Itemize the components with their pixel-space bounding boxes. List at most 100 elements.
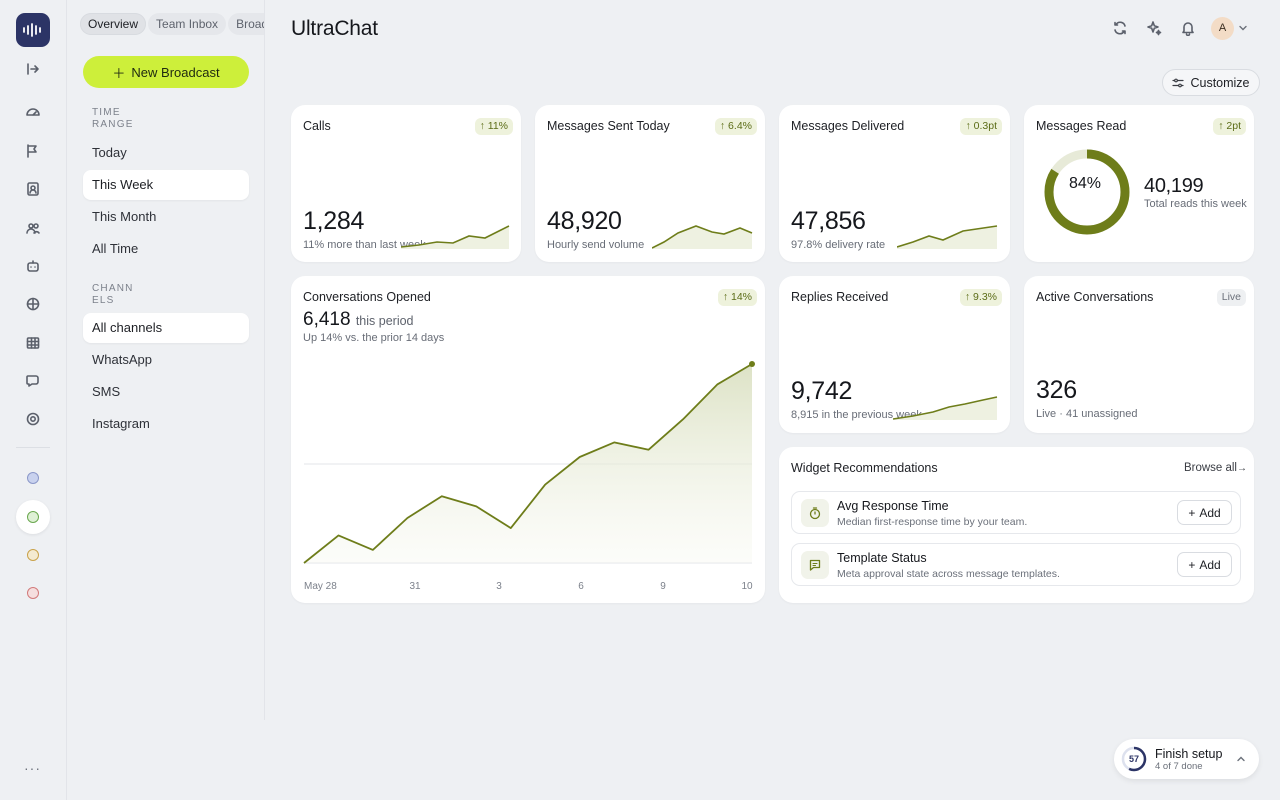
broadcast-icon[interactable]	[22, 140, 44, 162]
add-label: Add	[1199, 557, 1221, 572]
conversations-card[interactable]: Conversations Opened ↑ 14% 6,418 this pe…	[291, 276, 765, 603]
card-title: Active Conversations	[1036, 290, 1154, 304]
calls-card[interactable]: Calls ↑ 11% 1,284 11% more than last wee…	[291, 105, 521, 262]
widget-description: Meta approval state across message templ…	[837, 568, 1060, 580]
timer-icon	[801, 499, 829, 527]
widget-item: Template Status Meta approval state acro…	[791, 543, 1241, 586]
channel-whatsapp[interactable]: WhatsApp	[92, 352, 152, 367]
finish-setup-widget[interactable]: 57 Finish setup 4 of 7 done	[1114, 739, 1259, 779]
tab-broadcasts[interactable]: Broadcasts	[228, 13, 264, 35]
trend-badge: ↑ 0.3pt	[960, 118, 1002, 135]
delivered-sparkline	[897, 225, 998, 249]
chat-icon[interactable]	[22, 370, 44, 392]
metric-subtitle: Up 14% vs. the prior 14 days	[303, 332, 445, 344]
new-broadcast-label: New Broadcast	[131, 64, 220, 80]
team-icon[interactable]	[22, 217, 44, 239]
time-range-label: TIME RANGE	[92, 107, 134, 130]
dashboard-icon[interactable]	[22, 101, 44, 123]
time-range-this-week[interactable]: This Week	[83, 170, 249, 200]
setup-progress-number: 57	[1128, 754, 1139, 764]
sliders-icon	[1172, 78, 1185, 87]
time-range-today[interactable]: Today	[92, 145, 127, 160]
integrations-icon[interactable]	[22, 293, 44, 315]
time-range-all-time[interactable]: All Time	[92, 241, 139, 256]
bell-icon[interactable]	[1180, 20, 1196, 37]
widget-title: Template Status	[837, 551, 927, 565]
series-line	[303, 363, 753, 564]
metric-subtitle: 11% more than last week	[303, 239, 426, 251]
x-tick-label: 10	[741, 581, 753, 592]
tab-overview[interactable]: Overview	[80, 13, 147, 35]
channel-sms[interactable]: SMS	[92, 384, 121, 399]
rail-divider	[16, 447, 50, 448]
add-widget-button[interactable]: + Add	[1177, 500, 1232, 525]
app-logo[interactable]	[16, 13, 50, 47]
donut-percent: 84%	[1068, 175, 1102, 192]
x-tick-label: May 28	[304, 581, 337, 592]
messages-sent-card[interactable]: Messages Sent Today ↑ 6.4% 48,920 Hourly…	[535, 105, 765, 262]
widget-description: Median first-response time by your team.	[837, 516, 1028, 528]
plus-icon: +	[1188, 505, 1196, 520]
refresh-icon[interactable]	[1112, 20, 1128, 36]
conversations-value-line: 6,418 this period	[303, 309, 414, 331]
plus-icon: ＋	[112, 65, 126, 81]
active-conversations-card[interactable]: Active Conversations Live 326 Live · 41 …	[1024, 276, 1254, 433]
metric-value: 1,284	[303, 207, 365, 235]
collapse-icon[interactable]	[22, 58, 44, 80]
widget-item: Avg Response Time Median first-response …	[791, 491, 1241, 534]
time-range-this-month[interactable]: This Month	[92, 209, 157, 224]
channel-all[interactable]: All channels	[83, 313, 249, 343]
card-title: Messages Delivered	[791, 119, 905, 133]
channel-instagram[interactable]: Instagram	[92, 416, 150, 431]
conversations-chart: May 28 31 3 6 9 10	[303, 361, 755, 592]
x-tick-label: 3	[496, 581, 502, 592]
settings-icon[interactable]	[22, 408, 44, 430]
widget-title: Avg Response Time	[837, 499, 949, 513]
new-broadcast-button[interactable]: ＋ New Broadcast	[83, 56, 249, 88]
bot-icon[interactable]	[22, 255, 44, 277]
read-donut	[1044, 149, 1130, 235]
waveform-icon	[23, 23, 41, 37]
x-tick-label: 6	[578, 581, 584, 592]
calls-sparkline	[401, 225, 510, 249]
browse-all-link[interactable]: Browse all→	[1184, 462, 1247, 474]
whatsapp-channel-icon[interactable]	[16, 500, 50, 534]
table-icon[interactable]	[22, 332, 44, 354]
messages-read-card[interactable]: Messages Read ↑ 2pt 84% 40,199 Total rea…	[1024, 105, 1254, 262]
icon-rail: ···	[0, 0, 67, 800]
metric-value: 47,856	[791, 207, 866, 235]
chevron-down-icon[interactable]	[1238, 23, 1248, 33]
metric-value: 40,199	[1144, 175, 1204, 197]
chevron-up-icon[interactable]	[1236, 754, 1246, 764]
contacts-icon[interactable]	[22, 178, 44, 200]
card-title: Widget Recommendations	[791, 461, 938, 475]
donut-arc	[1044, 149, 1130, 235]
more-icon[interactable]: ···	[24, 760, 41, 776]
phone-channel-icon[interactable]	[16, 461, 50, 495]
setup-title: Finish setup	[1155, 747, 1223, 761]
page-title: UltraChat	[291, 17, 378, 40]
card-title: Calls	[303, 119, 331, 133]
card-title: Replies Received	[791, 290, 889, 304]
activity-channel-icon[interactable]	[16, 538, 50, 572]
tab-team-inbox[interactable]: Team Inbox	[148, 13, 227, 35]
metric-subtitle: Hourly send volume	[547, 239, 645, 251]
trend-badge: ↑ 9.3%	[959, 289, 1002, 306]
setup-progress-ring	[1121, 746, 1147, 772]
metric-subtitle: 8,915 in the previous week	[791, 409, 922, 421]
arrow-right-icon: →	[1237, 463, 1247, 474]
add-widget-button[interactable]: + Add	[1177, 552, 1232, 577]
sparkle-icon[interactable]	[1146, 20, 1162, 36]
card-title: Conversations Opened	[303, 290, 431, 304]
metric-value: 9,742	[791, 377, 853, 405]
avatar[interactable]: A	[1211, 17, 1234, 40]
customize-button[interactable]: Customize	[1162, 69, 1260, 96]
messages-delivered-card[interactable]: Messages Delivered ↑ 0.3pt 47,856 97.8% …	[779, 105, 1010, 262]
customize-label: Customize	[1190, 75, 1250, 90]
card-title: Messages Read	[1036, 119, 1127, 133]
replies-sparkline	[893, 396, 998, 420]
card-title: Messages Sent Today	[547, 119, 670, 133]
instagram-channel-icon[interactable]	[16, 576, 50, 610]
replies-card[interactable]: Replies Received ↑ 9.3% 9,742 8,915 in t…	[779, 276, 1010, 433]
